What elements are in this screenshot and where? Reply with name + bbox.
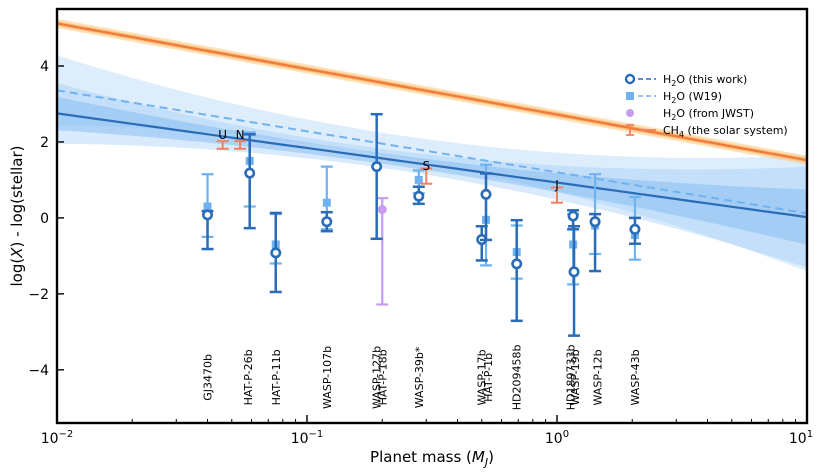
y-tick-label: −4: [28, 363, 49, 379]
legend-label-this-work: H2O (this work): [663, 73, 747, 88]
planet-label: HD189733b: [564, 345, 577, 411]
y-tick-label: 0: [40, 211, 49, 227]
fit-line-w19: [57, 89, 807, 215]
legend-label-w19: H2O (W19): [663, 90, 722, 105]
legend-item-solar: CH4 (the solar system): [626, 124, 788, 139]
jwst-point-marker: [377, 205, 387, 215]
x-tick-label: 101: [789, 429, 813, 447]
legend-item-this-work: H2O (this work): [624, 73, 747, 88]
planet-label: HD209458b: [511, 345, 524, 411]
solar-point-errorbar: [551, 186, 563, 204]
this-work-point-errorbar: [568, 225, 581, 337]
fit-lines: [57, 22, 807, 219]
planet-label: HAT-P-26b: [242, 349, 255, 405]
legend-label-solar: CH4 (the solar system): [663, 124, 788, 139]
fit-line-solar: [57, 22, 807, 162]
this-work-point-errorbar: [243, 133, 256, 230]
solar-point-label: N: [236, 128, 245, 142]
planet-label: WASP-127b: [371, 346, 384, 409]
this-work-point-marker: [244, 167, 256, 179]
axes: 4 2 0 −2 −4 10−2 10−1 100 101 Planet mass (MJ) log…: [8, 7, 813, 469]
y-axis-label: log(X) - log(stellar): [8, 146, 26, 287]
x-axis-label: Planet mass (MJ): [370, 448, 494, 469]
legend-label-jwst: H2O (from JWST): [663, 107, 754, 122]
solar-point-label: J: [554, 178, 559, 192]
solar-point-errorbar: [216, 140, 229, 150]
planet-label: WASP-17b: [476, 349, 489, 405]
this-work-point-marker: [371, 161, 383, 173]
this-work-point-marker: [567, 210, 579, 222]
this-work-point-marker: [270, 247, 282, 259]
planet-label: HAT-P-18b: [376, 349, 389, 405]
y-tick-label: −2: [28, 287, 49, 303]
this-work-point-marker: [202, 209, 214, 221]
confidence-bands: [57, 18, 807, 272]
x-tick-label: 100: [545, 429, 569, 447]
legend-marker-this-work: [624, 73, 636, 85]
legend: H2O (this work) H2O (W19) H2O (from JWST) C…: [624, 73, 788, 139]
this-work-point-marker: [589, 216, 601, 228]
y-tick-label: 2: [40, 135, 49, 151]
band-w19-outer: [57, 55, 807, 272]
fit-line-this-work: [57, 112, 807, 219]
legend-item-jwst: H2O (from JWST): [626, 107, 754, 122]
plot-frame: [55, 7, 809, 425]
x-tick-label: 10−2: [41, 429, 74, 447]
planet-labels: GJ3470b HAT-P-26b HAT-P-11b WASP-107b WASP-1…: [202, 345, 642, 411]
solar-point-label: S: [422, 159, 430, 173]
planet-label: WASP-19b: [569, 349, 582, 405]
w19-point-marker: [322, 198, 331, 207]
w19-point-marker: [414, 175, 423, 184]
w19-point-marker: [203, 202, 212, 211]
this-work-point-marker: [413, 190, 425, 202]
legend-marker-jwst: [626, 109, 634, 117]
planet-label: WASP-43b: [629, 349, 642, 405]
jwst-point-errorbar: [376, 197, 389, 306]
y-tick-label: 4: [40, 59, 49, 75]
this-work-point-errorbar: [480, 172, 493, 242]
this-work-point-marker: [629, 223, 641, 235]
this-work-point-marker: [511, 258, 523, 270]
planet-label: HAT-P-11b: [270, 349, 283, 405]
solar-point-errorbar: [420, 167, 433, 185]
legend-item-w19: H2O (W19): [626, 90, 722, 105]
planet-label: GJ3470b: [202, 354, 215, 401]
data-markers: U N S J: [201, 112, 641, 337]
this-work-point-errorbar: [510, 218, 523, 323]
this-work-point-marker: [480, 188, 492, 200]
planet-label: WASP-107b: [321, 346, 334, 409]
planet-label: HAT-P-1b: [482, 353, 495, 402]
x-tick-label: 10−1: [291, 429, 324, 447]
this-work-point-errorbar: [370, 112, 383, 241]
solar-point-errorbar: [234, 140, 247, 150]
planet-label: WASP-12b: [591, 349, 604, 405]
legend-marker-w19: [626, 92, 634, 100]
solar-point-label: U: [218, 128, 227, 142]
band-this-work-outer: [57, 83, 807, 268]
this-work-point-marker: [568, 266, 580, 278]
this-work-point-marker: [321, 216, 333, 228]
planet-label: WASP-39b*: [413, 346, 426, 408]
